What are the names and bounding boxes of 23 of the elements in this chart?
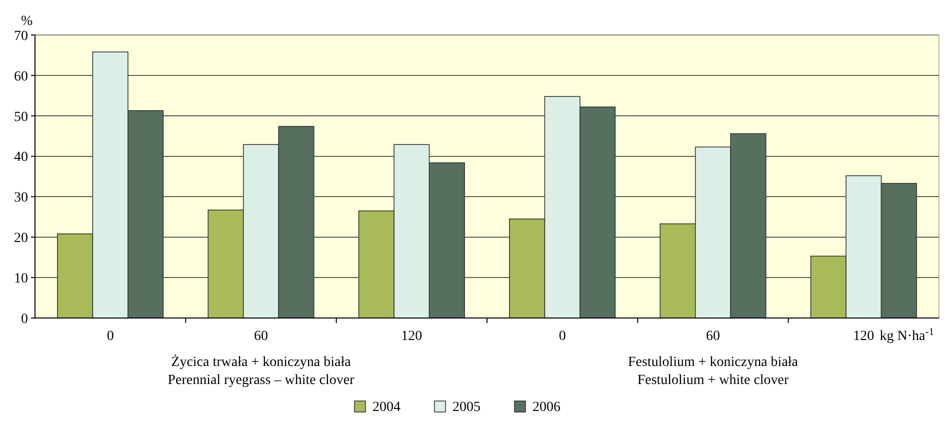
text: Perennial ryegrass – white clover (168, 373, 355, 388)
legend-label: 2006 (532, 400, 560, 415)
y-axis-title: % (21, 14, 33, 29)
x-tick-label: 0 (558, 329, 566, 344)
legend-label: 2005 (452, 400, 480, 415)
y-tick-label: 70 (14, 28, 28, 44)
y-tick-label: 30 (14, 190, 28, 206)
y-tick-label: 20 (14, 231, 28, 246)
x-tick-label: 120 (853, 329, 874, 344)
y-tick-label: 10 (14, 271, 28, 286)
legend-label: 2004 (372, 400, 400, 415)
text: Życica trwała + koniczyna biała (171, 354, 352, 370)
x-tick-label: 0 (106, 329, 114, 344)
text: Festulolium + white clover (637, 373, 790, 388)
text: Festulolium + koniczyna biała (628, 355, 799, 370)
y-tick-label: 0 (21, 312, 28, 327)
x-tick-label: 120 (401, 329, 422, 344)
x-tick-label: 60 (706, 329, 720, 344)
x-tick-label: 60 (254, 329, 268, 344)
y-tick-label: 50 (14, 110, 28, 125)
y-tick-label: 40 (14, 150, 28, 166)
x-axis-title: kg N·ha$^{-1}$ (880, 326, 934, 344)
y-tick-label: 60 (14, 69, 28, 84)
